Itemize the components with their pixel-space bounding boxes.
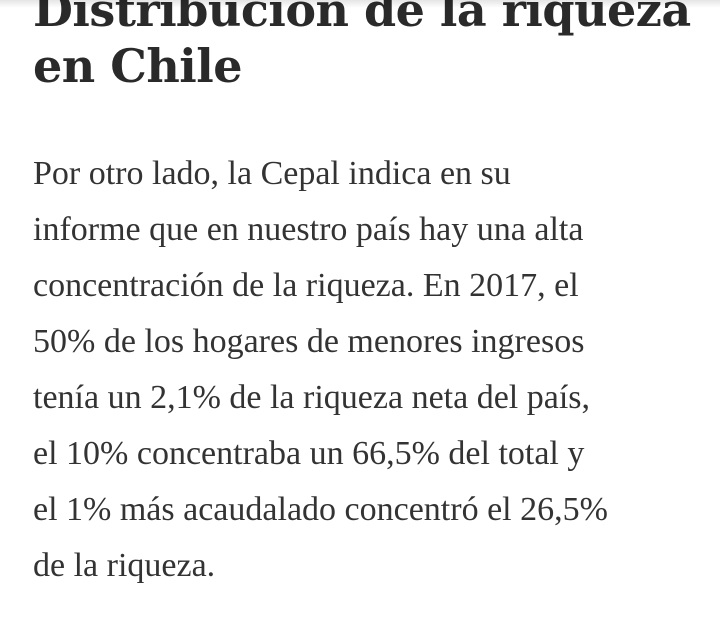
paragraph-line-5: tenía un 2,1% de la riqueza neta del paí… <box>33 379 590 416</box>
paragraph-line-7: el 1% más acaudalado concentró el 26,5% <box>33 491 608 528</box>
top-bar-shadow <box>0 0 720 8</box>
paragraph-line-2: informe que en nuestro país hay una alta <box>33 211 584 248</box>
article-title: Distribución de la riqueza en Chile <box>33 0 703 94</box>
paragraph-line-4: 50% de los hogares de menores ingresos <box>33 323 585 360</box>
article-paragraph: Por otro lado, la Cepal indica en su inf… <box>33 146 703 594</box>
article-title-line-1: Distribución de la riqueza <box>33 0 691 37</box>
article-title-line-2: en Chile <box>33 39 243 93</box>
article-header: Distribución de la riqueza en Chile <box>33 0 703 94</box>
paragraph-line-1: Por otro lado, la Cepal indica en su <box>33 155 511 192</box>
paragraph-line-3: concentración de la riqueza. En 2017, el <box>33 267 579 304</box>
paragraph-line-6: el 10% concentraba un 66,5% del total y <box>33 435 585 472</box>
paragraph-line-8: de la riqueza. <box>33 547 216 584</box>
